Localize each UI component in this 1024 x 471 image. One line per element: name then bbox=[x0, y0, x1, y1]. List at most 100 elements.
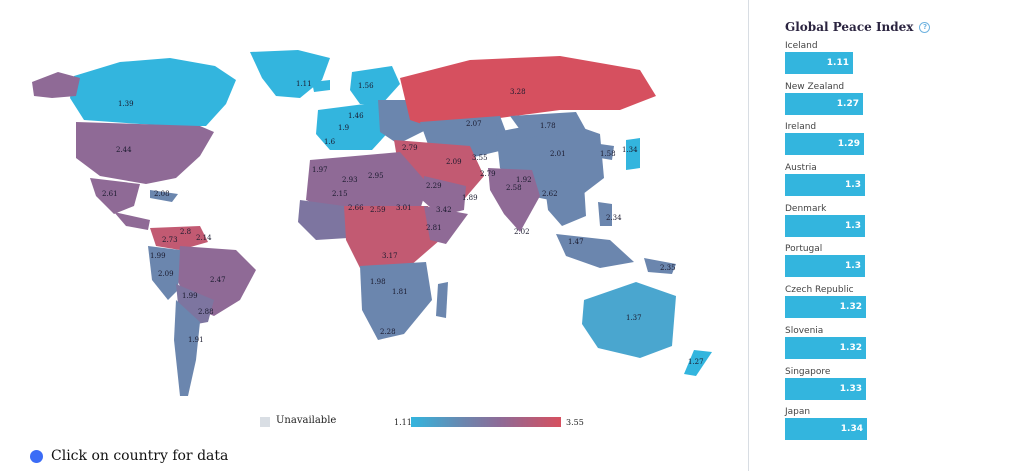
ranking-list: Iceland 1.11 New Zealand 1.27 Ireland 1.29 Aus… bbox=[785, 40, 965, 447]
region-western-europe[interactable] bbox=[316, 102, 394, 150]
region-korea[interactable] bbox=[600, 144, 614, 160]
region-scandinavia[interactable] bbox=[350, 66, 400, 104]
region-central-africa[interactable] bbox=[344, 206, 440, 268]
country-russia[interactable] bbox=[400, 56, 656, 130]
ranking-item[interactable]: Japan 1.34 bbox=[785, 406, 965, 447]
region-southern-africa[interactable] bbox=[360, 262, 432, 340]
ranking-item[interactable]: Denmark 1.3 bbox=[785, 203, 965, 244]
country-new-zealand[interactable] bbox=[684, 350, 712, 376]
ranking-bar[interactable]: 1.33 bbox=[785, 377, 866, 400]
region-horn-of-africa[interactable] bbox=[424, 206, 468, 244]
country-india[interactable] bbox=[488, 168, 540, 232]
label-niger: 2.66 bbox=[348, 204, 364, 212]
region-colombia-venezuela[interactable] bbox=[150, 226, 208, 250]
label-vietnam: 2.34 bbox=[606, 214, 622, 222]
region-central-america[interactable] bbox=[114, 212, 150, 230]
ranking-item[interactable]: New Zealand 1.27 bbox=[785, 81, 965, 122]
label-zambia: 1.81 bbox=[392, 288, 408, 296]
ranking-bar[interactable]: 1.3 bbox=[785, 174, 865, 197]
ranking-country-name: Singapore bbox=[785, 366, 831, 377]
ranking-bar[interactable]: 1.11 bbox=[785, 52, 853, 74]
label-iran: 2.09 bbox=[446, 158, 462, 166]
ranking-country-name: Iceland bbox=[785, 41, 818, 51]
label-new-zealand: 1.27 bbox=[688, 358, 704, 366]
ranking-value: 1.3 bbox=[845, 180, 861, 191]
country-iceland[interactable] bbox=[312, 80, 330, 92]
country-australia[interactable] bbox=[582, 282, 676, 358]
map-value-labels: 1.11 1.39 2.44 2.61 2.08 2.8 2.73 2.14 1… bbox=[102, 80, 704, 366]
ranking-bar[interactable]: 1.32 bbox=[785, 296, 866, 319]
region-caribbean[interactable] bbox=[150, 190, 178, 202]
country-papua-new-guinea[interactable] bbox=[644, 258, 676, 274]
ranking-item[interactable]: Singapore 1.33 bbox=[785, 366, 965, 407]
legend-max-value: 3.55 bbox=[566, 418, 584, 427]
label-italy: 1.9 bbox=[338, 124, 349, 132]
ranking-item[interactable]: Iceland 1.11 bbox=[785, 40, 965, 81]
world-map[interactable]: 1.11 1.39 2.44 2.61 2.08 2.8 2.73 2.14 1… bbox=[0, 0, 748, 471]
ranking-item[interactable]: Austria 1.3 bbox=[785, 162, 965, 203]
region-andes[interactable] bbox=[148, 246, 180, 300]
ranking-bar[interactable]: 1.3 bbox=[785, 214, 865, 237]
label-chad: 2.59 bbox=[370, 206, 386, 214]
label-libya: 2.95 bbox=[368, 172, 384, 180]
label-yemen: 3.42 bbox=[436, 206, 452, 214]
ranking-value: 1.29 bbox=[837, 139, 860, 150]
country-alaska[interactable] bbox=[32, 72, 80, 98]
label-algeria: 2.93 bbox=[342, 176, 358, 184]
hint-dot-icon bbox=[30, 449, 43, 463]
label-paraguay: 2.88 bbox=[198, 308, 214, 316]
region-southeast-asia[interactable] bbox=[544, 180, 586, 226]
country-mongolia[interactable] bbox=[510, 112, 586, 138]
region-west-africa[interactable] bbox=[298, 200, 348, 240]
ranking-bar[interactable]: 1.3 bbox=[785, 255, 865, 278]
label-angola: 1.98 bbox=[370, 278, 386, 286]
ranking-item[interactable]: Portugal 1.3 bbox=[785, 243, 965, 284]
ranking-sidebar: Global Peace Index ? Iceland 1.11 New Zeal… bbox=[785, 20, 965, 447]
country-madagascar[interactable] bbox=[436, 282, 448, 318]
country-philippines[interactable] bbox=[598, 202, 612, 226]
ranking-bar[interactable]: 1.27 bbox=[785, 92, 863, 115]
region-north-africa[interactable] bbox=[306, 152, 428, 214]
country-usa[interactable] bbox=[76, 122, 214, 184]
ranking-item[interactable]: Ireland 1.29 bbox=[785, 121, 965, 162]
label-kazakhstan: 2.07 bbox=[466, 120, 482, 128]
region-arabia[interactable] bbox=[422, 176, 466, 216]
legend-min-value: 1.11 bbox=[394, 418, 412, 427]
country-greenland[interactable] bbox=[250, 50, 330, 98]
ranking-bar[interactable]: 1.32 bbox=[785, 336, 866, 359]
label-japan: 1.34 bbox=[622, 146, 638, 154]
ranking-value: 1.32 bbox=[839, 342, 862, 353]
country-japan[interactable] bbox=[626, 138, 640, 170]
label-mexico: 2.61 bbox=[102, 190, 118, 198]
label-south-africa: 2.28 bbox=[380, 328, 396, 336]
ranking-country-name: Austria bbox=[785, 163, 817, 174]
ranking-country-name: Japan bbox=[785, 407, 811, 418]
region-argentina-chile[interactable] bbox=[174, 300, 200, 396]
ranking-country-name: Ireland bbox=[785, 122, 817, 133]
ranking-item[interactable]: Slovenia 1.32 bbox=[785, 325, 965, 366]
ranking-country-name: Portugal bbox=[785, 244, 823, 255]
world-map-svg[interactable]: 1.11 1.39 2.44 2.61 2.08 2.8 2.73 2.14 1… bbox=[0, 0, 748, 471]
region-indonesia[interactable] bbox=[556, 234, 634, 268]
label-peru: 2.09 bbox=[158, 270, 174, 278]
country-canada[interactable] bbox=[70, 58, 236, 126]
label-mongolia: 1.78 bbox=[540, 122, 556, 130]
label-turkey: 2.79 bbox=[402, 144, 418, 152]
ranking-bar[interactable]: 1.34 bbox=[785, 418, 867, 441]
ranking-item[interactable]: Czech Republic 1.32 bbox=[785, 284, 965, 325]
ranking-value: 1.33 bbox=[839, 383, 862, 394]
ranking-country-name: New Zealand bbox=[785, 81, 845, 92]
info-icon[interactable]: ? bbox=[919, 21, 931, 33]
label-france: 1.6 bbox=[324, 138, 336, 146]
ranking-value: 1.32 bbox=[839, 302, 862, 313]
country-mexico[interactable] bbox=[90, 178, 140, 214]
label-venezuela: 2.8 bbox=[180, 228, 191, 236]
ranking-bar[interactable]: 1.29 bbox=[785, 133, 864, 156]
label-colombia: 2.73 bbox=[162, 236, 178, 244]
sidebar-title: Global Peace Index bbox=[785, 20, 914, 34]
ranking-value: 1.11 bbox=[826, 58, 849, 68]
label-pakistan: 2.79 bbox=[480, 170, 496, 178]
ranking-value: 1.3 bbox=[845, 261, 861, 272]
label-afghanistan: 3.55 bbox=[472, 154, 488, 162]
unavailable-swatch bbox=[260, 417, 270, 427]
